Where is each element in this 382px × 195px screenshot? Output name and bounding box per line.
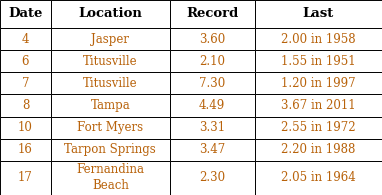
Bar: [51, 117, 170, 139]
Bar: [170, 94, 255, 117]
Bar: [0, 139, 51, 161]
Text: 3.47: 3.47: [199, 143, 225, 156]
Bar: [51, 139, 170, 161]
Bar: [0, 94, 51, 117]
Bar: [0, 117, 51, 139]
Bar: [170, 139, 255, 161]
Text: 4: 4: [22, 33, 29, 45]
Bar: [0, 0, 51, 28]
Bar: [255, 72, 382, 94]
Bar: [51, 94, 170, 117]
Text: 2.55 in 1972: 2.55 in 1972: [281, 121, 356, 134]
Bar: [255, 0, 382, 28]
Text: 2.00 in 1958: 2.00 in 1958: [281, 33, 356, 45]
Text: 16: 16: [18, 143, 33, 156]
Text: 3.67 in 2011: 3.67 in 2011: [281, 99, 356, 112]
Text: 7: 7: [22, 77, 29, 90]
Text: 2.10: 2.10: [199, 55, 225, 68]
Text: 2.05 in 1964: 2.05 in 1964: [281, 171, 356, 184]
Bar: [0, 161, 51, 195]
Text: 1.20 in 1997: 1.20 in 1997: [281, 77, 356, 90]
Text: Location: Location: [78, 7, 142, 20]
Text: Titusville: Titusville: [83, 55, 138, 68]
Text: 1.55 in 1951: 1.55 in 1951: [281, 55, 356, 68]
Bar: [51, 50, 170, 72]
Text: Record: Record: [186, 7, 238, 20]
Text: 7.30: 7.30: [199, 77, 225, 90]
Text: 2.30: 2.30: [199, 171, 225, 184]
Text: Tarpon Springs: Tarpon Springs: [65, 143, 156, 156]
Text: 8: 8: [22, 99, 29, 112]
Text: Last: Last: [303, 7, 334, 20]
Bar: [255, 139, 382, 161]
Text: Fort Myers: Fort Myers: [77, 121, 143, 134]
Text: 3.60: 3.60: [199, 33, 225, 45]
Text: 4.49: 4.49: [199, 99, 225, 112]
Bar: [255, 50, 382, 72]
Bar: [170, 161, 255, 195]
Bar: [51, 72, 170, 94]
Text: Date: Date: [8, 7, 43, 20]
Text: Tampa: Tampa: [91, 99, 130, 112]
Text: 6: 6: [22, 55, 29, 68]
Bar: [255, 117, 382, 139]
Text: 10: 10: [18, 121, 33, 134]
Bar: [255, 94, 382, 117]
Text: Fernandina
Beach: Fernandina Beach: [76, 163, 144, 192]
Bar: [0, 28, 51, 50]
Bar: [170, 72, 255, 94]
Text: Titusville: Titusville: [83, 77, 138, 90]
Bar: [170, 117, 255, 139]
Bar: [170, 50, 255, 72]
Bar: [255, 161, 382, 195]
Text: 17: 17: [18, 171, 33, 184]
Text: 2.20 in 1988: 2.20 in 1988: [281, 143, 356, 156]
Bar: [51, 28, 170, 50]
Text: Jasper: Jasper: [91, 33, 129, 45]
Bar: [170, 28, 255, 50]
Bar: [170, 0, 255, 28]
Bar: [0, 72, 51, 94]
Bar: [255, 28, 382, 50]
Bar: [0, 50, 51, 72]
Bar: [51, 161, 170, 195]
Text: 3.31: 3.31: [199, 121, 225, 134]
Bar: [51, 0, 170, 28]
